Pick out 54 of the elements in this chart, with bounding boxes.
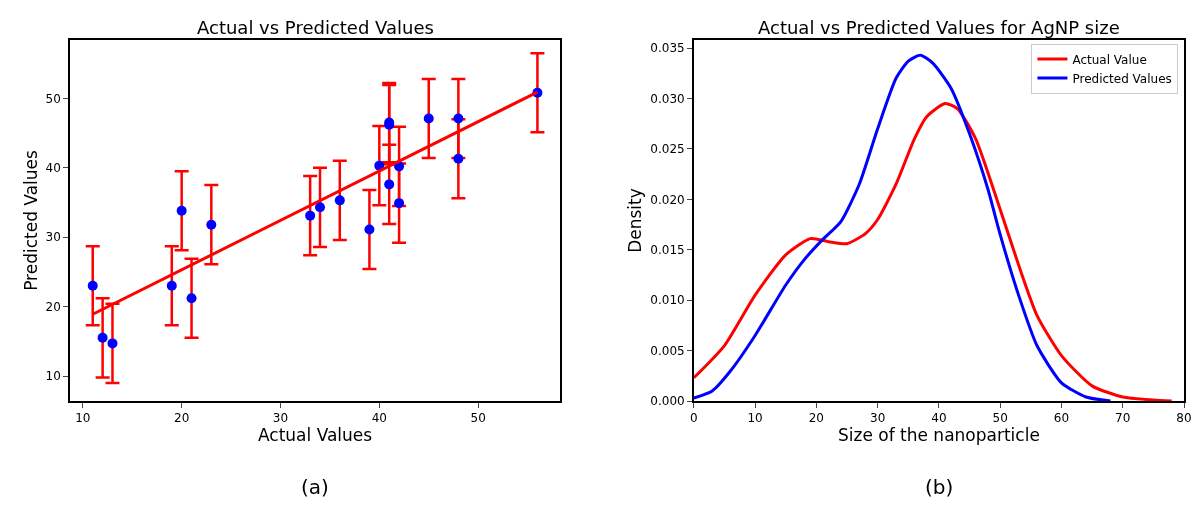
point (334, 195, 345, 206)
y-tick-label: 0.030 (650, 91, 685, 106)
y-tick-label: 10 (45, 369, 61, 384)
x-tick-label: 80 (1176, 411, 1192, 426)
legend-label: Predicted Values (1072, 71, 1172, 86)
x-tick-label: 40 (931, 411, 947, 426)
x-tick-label: 10 (75, 411, 91, 426)
point (186, 293, 197, 304)
x-tick-label: 10 (747, 411, 763, 426)
y-tick-label: 20 (45, 299, 61, 314)
point (315, 202, 326, 213)
y-tick-label: 0.010 (650, 293, 685, 308)
x-axis-title: Size of the nanoparticle (837, 425, 1040, 446)
x-tick-label: 60 (1053, 411, 1070, 426)
y-tick-label: 0.000 (650, 394, 685, 409)
point (305, 210, 316, 221)
point (107, 338, 118, 349)
chart-title: Actual vs Predicted Values (197, 17, 434, 38)
y-axis-title: Density (625, 188, 646, 253)
point (176, 205, 187, 216)
chart-title: Actual vs Predicted Values for AgNP size (758, 17, 1120, 38)
x-tick-label: 50 (992, 411, 1008, 426)
x-tick-label: 20 (174, 411, 190, 426)
x-tick-label: 0 (690, 411, 698, 426)
point (453, 153, 464, 164)
point (97, 332, 108, 343)
x-tick-label: 20 (808, 411, 825, 426)
y-tick-label: 30 (45, 230, 61, 245)
x-tick-label: 30 (870, 411, 886, 426)
y-axis-title: Predicted Values (20, 149, 41, 291)
y-tick-label: 40 (45, 160, 61, 175)
text: (a) (301, 475, 329, 499)
point (453, 113, 464, 124)
y-tick-label: 0.025 (650, 142, 685, 157)
point (394, 198, 405, 209)
x-axis-title: Actual Values (257, 425, 373, 446)
point (364, 224, 375, 235)
point (166, 280, 177, 291)
x-tick-label: 50 (470, 411, 486, 426)
y-tick-label: 0.035 (650, 41, 685, 56)
line-series (693, 102, 1174, 401)
x-tick-label: 70 (1115, 411, 1131, 426)
legend-label: Actual Value (1072, 52, 1147, 67)
y-tick-label: 0.015 (650, 242, 685, 257)
point (384, 179, 395, 190)
x-tick-label: 40 (371, 411, 387, 426)
text: (b) (925, 475, 954, 499)
x-tick-label: 30 (272, 411, 289, 426)
y-tick-label: 50 (45, 91, 61, 106)
point (87, 280, 98, 291)
point (423, 113, 434, 124)
point (206, 219, 217, 230)
y-tick-label: 0.020 (650, 192, 685, 207)
y-tick-label: 0.005 (650, 343, 685, 358)
